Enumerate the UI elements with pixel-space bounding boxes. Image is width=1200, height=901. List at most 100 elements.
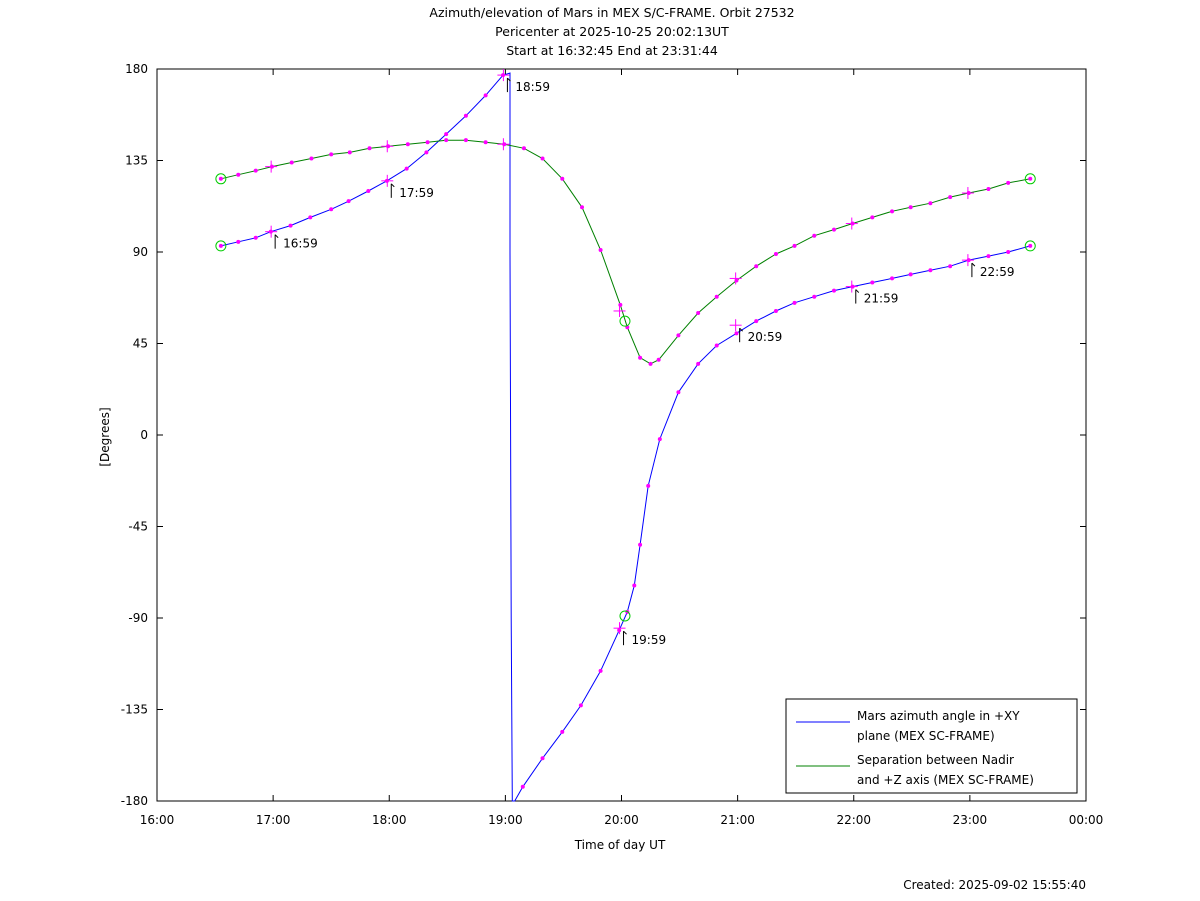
- hour-marker-tick-hook: [274, 234, 279, 239]
- data-point: [367, 146, 372, 151]
- data-point: [638, 355, 643, 360]
- data-point: [560, 176, 565, 181]
- data-point: [792, 243, 797, 248]
- hour-marker-label: 16:59: [283, 237, 318, 251]
- separation-series-line: [220, 139, 1031, 365]
- data-point: [218, 176, 223, 181]
- x-tick-label: 20:00: [604, 813, 639, 827]
- data-point: [646, 483, 651, 488]
- x-axis-label: Time of day UT: [574, 838, 666, 852]
- data-point: [714, 294, 719, 299]
- x-tick-label: 18:00: [372, 813, 407, 827]
- data-point: [754, 264, 759, 269]
- data-point: [618, 302, 623, 307]
- data-point: [444, 132, 449, 137]
- data-point: [540, 756, 545, 761]
- data-point: [308, 215, 313, 220]
- data-point: [676, 333, 681, 338]
- data-point: [734, 331, 739, 336]
- data-point: [648, 361, 653, 366]
- data-point: [754, 319, 759, 324]
- y-tick-label: 135: [125, 154, 148, 168]
- data-point: [560, 729, 565, 734]
- x-tick-label: 23:00: [953, 813, 988, 827]
- data-point: [1028, 243, 1033, 248]
- data-point: [483, 93, 488, 98]
- start-end-circle: [215, 173, 227, 185]
- azimuth-series-line: [220, 72, 1031, 802]
- data-point: [366, 189, 371, 193]
- hour-marker-label: 22:59: [980, 265, 1015, 279]
- hour-marker-tick-hook: [971, 262, 976, 267]
- data-point: [696, 311, 701, 315]
- y-tick-label: -90: [128, 611, 148, 625]
- x-tick-label: 16:00: [140, 813, 175, 827]
- legend-label-separation-line2: and +Z axis (MEX SC-FRAME): [857, 773, 1034, 787]
- x-tick-label: 22:00: [836, 813, 871, 827]
- data-point: [676, 390, 681, 395]
- hour-marker-label: 20:59: [748, 330, 783, 344]
- marker-layer: 16:59 17:59 18:59 19:59 20:59 21:59 22:59: [215, 69, 1036, 647]
- data-point: [424, 150, 429, 155]
- data-point: [218, 243, 223, 248]
- y-tick-label: -180: [121, 794, 148, 808]
- data-point: [520, 784, 525, 789]
- data-point: [540, 156, 545, 161]
- x-tick-label: 17:00: [256, 813, 291, 827]
- data-point: [696, 361, 701, 366]
- hour-marker-tick-hook: [739, 327, 744, 332]
- y-tick-label: 45: [133, 337, 148, 351]
- x-tick-label: 19:00: [488, 813, 523, 827]
- data-point: [1006, 180, 1011, 185]
- start-end-circle: [619, 315, 631, 327]
- series-layer: [218, 72, 1033, 802]
- start-end-circle: [1024, 240, 1036, 252]
- data-point: [289, 160, 294, 165]
- data-point: [236, 239, 241, 244]
- data-point: [405, 142, 410, 147]
- data-point: [463, 138, 468, 143]
- data-point: [812, 294, 817, 299]
- data-point: [908, 272, 913, 277]
- data-point: [948, 264, 953, 269]
- data-point: [253, 168, 258, 173]
- data-point: [812, 233, 817, 238]
- y-tick-label: -135: [121, 703, 148, 717]
- data-point: [236, 172, 241, 177]
- data-point: [928, 268, 933, 273]
- hour-marker-label: 21:59: [864, 292, 899, 306]
- y-axis-label: [Degrees]: [98, 407, 112, 466]
- data-point: [1028, 176, 1033, 181]
- data-point: [444, 138, 449, 143]
- data-point: [632, 583, 637, 588]
- hour-marker-tick-hook: [507, 77, 511, 82]
- y-tick-label: 180: [125, 62, 148, 76]
- data-point: [773, 308, 778, 313]
- data-point: [253, 235, 258, 240]
- y-tick-label: 0: [140, 428, 148, 442]
- legend-label-separation-line1: Separation between Nadir: [857, 753, 1014, 767]
- axis-ticks: 16:00 17:00 18:00 19:00 20:00 21:00 22:00 23:00…: [121, 62, 1104, 827]
- y-tick-label: 90: [133, 245, 148, 259]
- data-point: [734, 278, 739, 283]
- data-point: [870, 215, 875, 220]
- data-point: [908, 205, 913, 210]
- data-point: [288, 223, 293, 228]
- data-point: [329, 207, 334, 212]
- start-end-circle: [619, 610, 631, 622]
- data-point: [521, 146, 526, 151]
- data-point: [890, 209, 895, 214]
- data-point: [347, 150, 352, 155]
- hour-marker-label: 17:59: [399, 186, 434, 200]
- data-point: [598, 668, 603, 673]
- plot-area: 16:00 17:00 18:00 19:00 20:00 21:00 22:00 23:00…: [121, 62, 1104, 827]
- data-point: [329, 152, 334, 157]
- hour-marker-tick-hook: [390, 183, 395, 188]
- data-point: [986, 254, 991, 259]
- hour-marker-tick-hook: [623, 630, 627, 635]
- legend-label-azimuth-line2: plane (MEX SC-FRAME): [857, 729, 995, 743]
- data-point: [463, 113, 468, 118]
- legend-box: [785, 698, 1078, 794]
- data-point: [578, 703, 583, 708]
